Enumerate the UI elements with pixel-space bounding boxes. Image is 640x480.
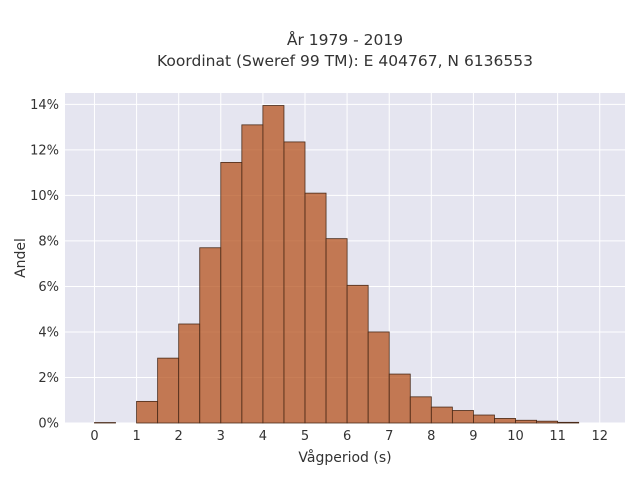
histogram-bar [136, 400, 159, 424]
histogram-bar [367, 331, 390, 424]
x-tick-label: 3 [217, 429, 225, 444]
x-axis-label: Vågperiod (s) [298, 449, 391, 466]
y-axis-ticks: 0% 2% 4% 6% 8% 10% 12% 14% [30, 98, 59, 432]
histogram-bar [262, 105, 285, 424]
histogram-bar [430, 406, 453, 424]
y-tick-label: 8% [38, 234, 59, 249]
histogram-bar [451, 410, 474, 424]
y-tick-label: 2% [38, 371, 59, 386]
x-tick-label: 7 [385, 429, 393, 444]
histogram-bar [220, 162, 243, 424]
histogram-bar [409, 396, 432, 424]
histogram-bar [157, 357, 180, 424]
y-tick-label: 12% [30, 143, 59, 158]
y-tick-label: 14% [30, 98, 59, 113]
histogram-bar [536, 420, 559, 424]
y-tick-label: 0% [38, 417, 59, 432]
x-tick-label: 6 [343, 429, 351, 444]
histogram-bar [325, 238, 348, 424]
histogram-bar [241, 124, 264, 424]
x-tick-label: 9 [469, 429, 477, 444]
histogram-bar [304, 192, 327, 424]
x-tick-label: 1 [132, 429, 140, 444]
histogram-bar [473, 414, 495, 424]
histogram-bar [494, 418, 516, 424]
y-tick-label: 6% [38, 280, 59, 295]
histogram-bar [557, 421, 580, 424]
x-tick-label: 10 [507, 429, 524, 444]
histogram-bar [346, 284, 369, 424]
chart-title: År 1979 - 2019 [287, 30, 403, 49]
y-axis-label: Andel [13, 238, 29, 278]
y-tick-label: 10% [30, 189, 59, 204]
histogram-bars [94, 105, 580, 424]
histogram-bar [388, 373, 411, 424]
chart-subtitle: Koordinat (Sweref 99 TM): E 404767, N 61… [157, 52, 533, 70]
histogram-bar [199, 247, 222, 424]
x-tick-label: 5 [301, 429, 309, 444]
x-tick-label: 2 [175, 429, 183, 444]
y-tick-label: 4% [38, 325, 59, 340]
x-tick-label: 11 [549, 429, 566, 444]
x-tick-label: 8 [427, 429, 435, 444]
x-tick-label: 12 [591, 429, 608, 444]
x-tick-label: 4 [259, 429, 267, 444]
histogram-bar [178, 323, 201, 424]
histogram-bar [283, 141, 306, 424]
x-axis-ticks: 0 1 2 3 4 5 6 7 8 9 10 11 12 [90, 429, 608, 444]
histogram-bar [515, 419, 537, 424]
x-tick-label: 0 [90, 429, 98, 444]
